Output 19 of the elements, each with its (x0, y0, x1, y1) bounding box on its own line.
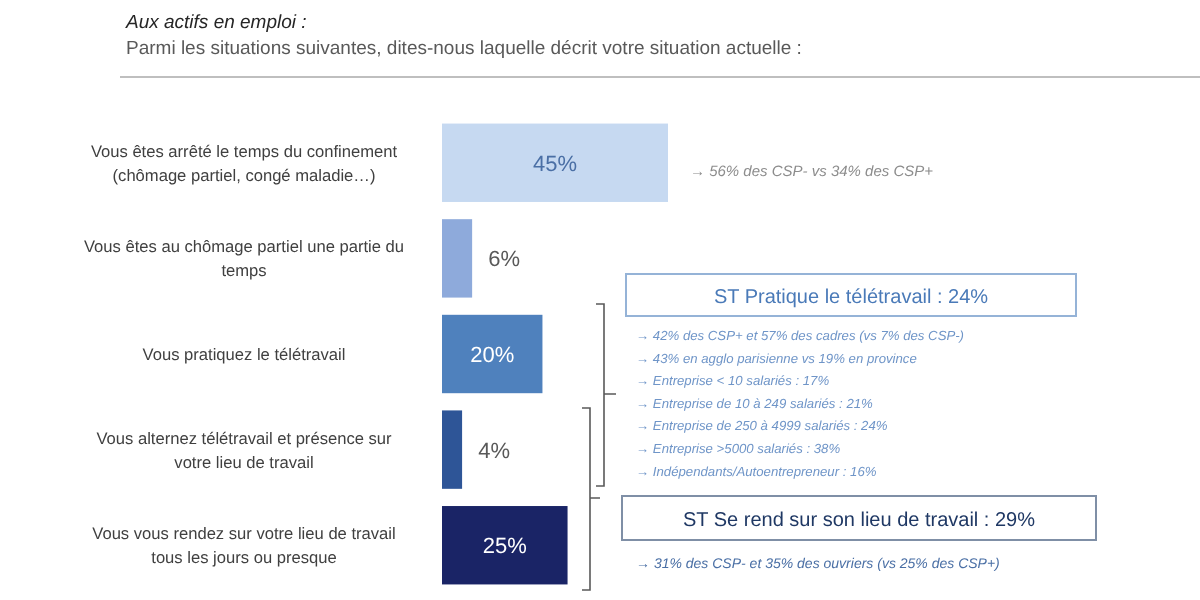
y-tick-label: Vous êtes au chômage partiel une partie du temps (83, 236, 405, 281)
y-tick-label: Vous êtes arrêté le temps du confinement (chômage partiel, congé maladie…) (90, 140, 399, 185)
text: Aux actifs en emploi : (124, 12, 308, 34)
chart-subtitle: Parmi les situations suivantes, dites-nous laquelle décrit votre situation actuelle : (126, 38, 802, 60)
bar (442, 123, 668, 202)
y-tick-label: Vous pratiquez le télétravail (142, 344, 346, 364)
bar (442, 219, 473, 298)
data-label: 6% (488, 248, 521, 273)
data-label: 25% (482, 535, 528, 560)
text: ST Pratique le télétravail : 24% (713, 287, 989, 309)
y-tick-label: Vous alternez télétravail et présence sur votre lieu de travail (96, 427, 393, 472)
bar (442, 314, 543, 394)
data-label: 20% (470, 344, 515, 368)
y-tick-label: Vous vous rendez sur votre lieu de travail tous les jours ou presque (92, 523, 397, 568)
text: ST Se rend sur son lieu de travail : 29% (682, 510, 1036, 532)
data-label: 4% (478, 439, 511, 464)
bar (442, 506, 568, 585)
bar (442, 410, 463, 489)
data-label: 45% (532, 152, 578, 177)
